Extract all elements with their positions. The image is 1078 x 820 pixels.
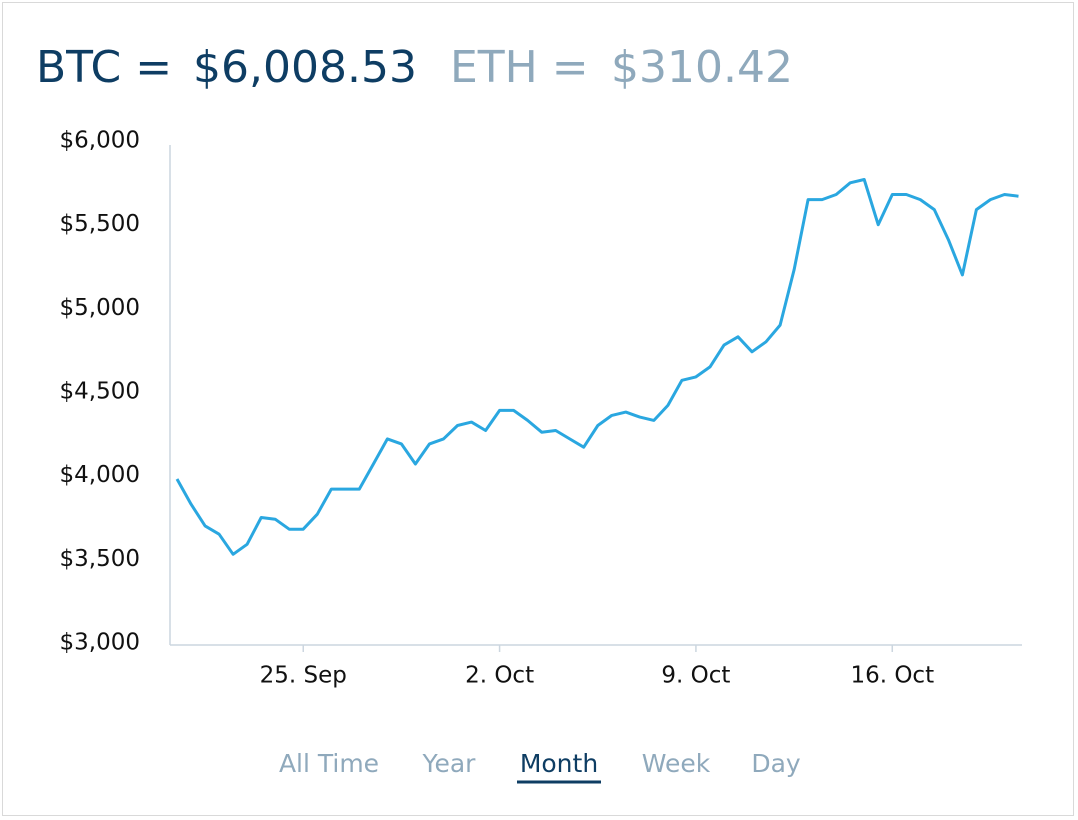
range-tab[interactable]: Week [642,749,711,778]
range-tab[interactable]: All Time [279,749,379,778]
y-tick-label: $4,500 [60,379,140,405]
btc-label: BTC = [36,42,172,93]
y-tick-label: $6,000 [60,128,140,154]
y-tick-label: $4,000 [60,462,140,488]
btc-price: $6,008.53 [193,42,417,93]
eth-price: $310.42 [611,42,793,93]
x-tick-label: 25. Sep [260,663,347,689]
y-tick-label: $5,500 [60,211,140,237]
price-line [175,178,1019,556]
x-tick-label: 16. Oct [850,663,934,689]
range-tab[interactable]: Month [520,749,598,778]
y-tick-label: $5,000 [60,295,140,321]
y-tick-label: $3,500 [60,546,140,572]
range-tab[interactable]: Day [751,749,801,778]
x-tick-label: 9. Oct [661,663,730,689]
range-tab[interactable]: Year [422,749,477,778]
x-tick-label: 2. Oct [465,663,534,689]
y-tick-label: $3,000 [60,630,140,656]
eth-label: ETH = [450,42,589,93]
